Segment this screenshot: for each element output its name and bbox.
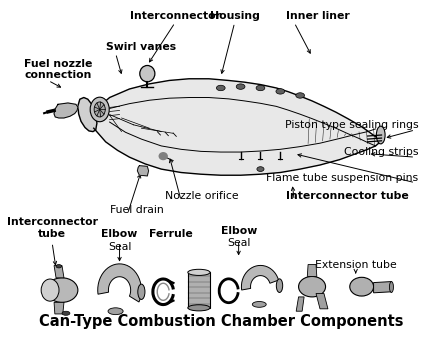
Polygon shape <box>54 266 64 278</box>
Ellipse shape <box>94 102 105 117</box>
Ellipse shape <box>256 85 264 91</box>
Polygon shape <box>315 294 327 309</box>
Text: Seal: Seal <box>108 241 131 252</box>
Circle shape <box>159 153 167 159</box>
Ellipse shape <box>46 278 78 302</box>
Text: Fuel nozzle
connection: Fuel nozzle connection <box>24 59 92 80</box>
Ellipse shape <box>187 305 210 311</box>
Ellipse shape <box>256 167 263 171</box>
Text: Swirl vanes: Swirl vanes <box>105 41 175 51</box>
Text: Flame tube suspension pins: Flame tube suspension pins <box>266 173 418 183</box>
Polygon shape <box>137 166 148 176</box>
Ellipse shape <box>216 85 225 91</box>
Polygon shape <box>78 98 97 131</box>
Text: Interconnector: Interconnector <box>129 11 220 21</box>
Text: Interconnector tube: Interconnector tube <box>286 191 408 201</box>
Ellipse shape <box>252 302 266 307</box>
Polygon shape <box>241 265 278 290</box>
Ellipse shape <box>349 277 373 296</box>
Polygon shape <box>373 282 391 293</box>
Text: Elbow: Elbow <box>220 226 256 236</box>
Ellipse shape <box>295 93 304 98</box>
Text: Interconnector
tube: Interconnector tube <box>7 217 97 239</box>
Text: Ferrule: Ferrule <box>149 229 193 239</box>
Polygon shape <box>306 265 316 276</box>
Text: Inner liner: Inner liner <box>286 11 349 21</box>
Text: Elbow: Elbow <box>101 229 137 239</box>
Ellipse shape <box>139 66 155 82</box>
Text: Cooling strips: Cooling strips <box>343 147 418 157</box>
Ellipse shape <box>298 276 325 297</box>
FancyBboxPatch shape <box>187 272 210 308</box>
Polygon shape <box>54 103 78 118</box>
Polygon shape <box>94 79 378 175</box>
Polygon shape <box>296 297 303 311</box>
Text: Extension tube: Extension tube <box>314 260 396 270</box>
Text: Nozzle orifice: Nozzle orifice <box>165 191 238 201</box>
Text: Housing: Housing <box>209 11 259 21</box>
Polygon shape <box>98 264 141 302</box>
Text: Seal: Seal <box>227 238 250 248</box>
Ellipse shape <box>388 282 392 293</box>
Ellipse shape <box>187 269 210 275</box>
Ellipse shape <box>56 265 62 268</box>
Ellipse shape <box>276 279 282 293</box>
Ellipse shape <box>90 97 109 122</box>
Ellipse shape <box>138 284 145 299</box>
Text: Fuel drain: Fuel drain <box>109 205 163 215</box>
Text: Can-Type Combustion Chamber Components: Can-Type Combustion Chamber Components <box>39 314 402 329</box>
Polygon shape <box>54 302 64 314</box>
Ellipse shape <box>62 311 70 315</box>
Text: Piston type sealing rings: Piston type sealing rings <box>284 120 418 130</box>
Ellipse shape <box>41 279 59 301</box>
Ellipse shape <box>275 89 284 94</box>
Ellipse shape <box>108 308 123 315</box>
Ellipse shape <box>375 126 384 144</box>
Ellipse shape <box>236 84 244 89</box>
